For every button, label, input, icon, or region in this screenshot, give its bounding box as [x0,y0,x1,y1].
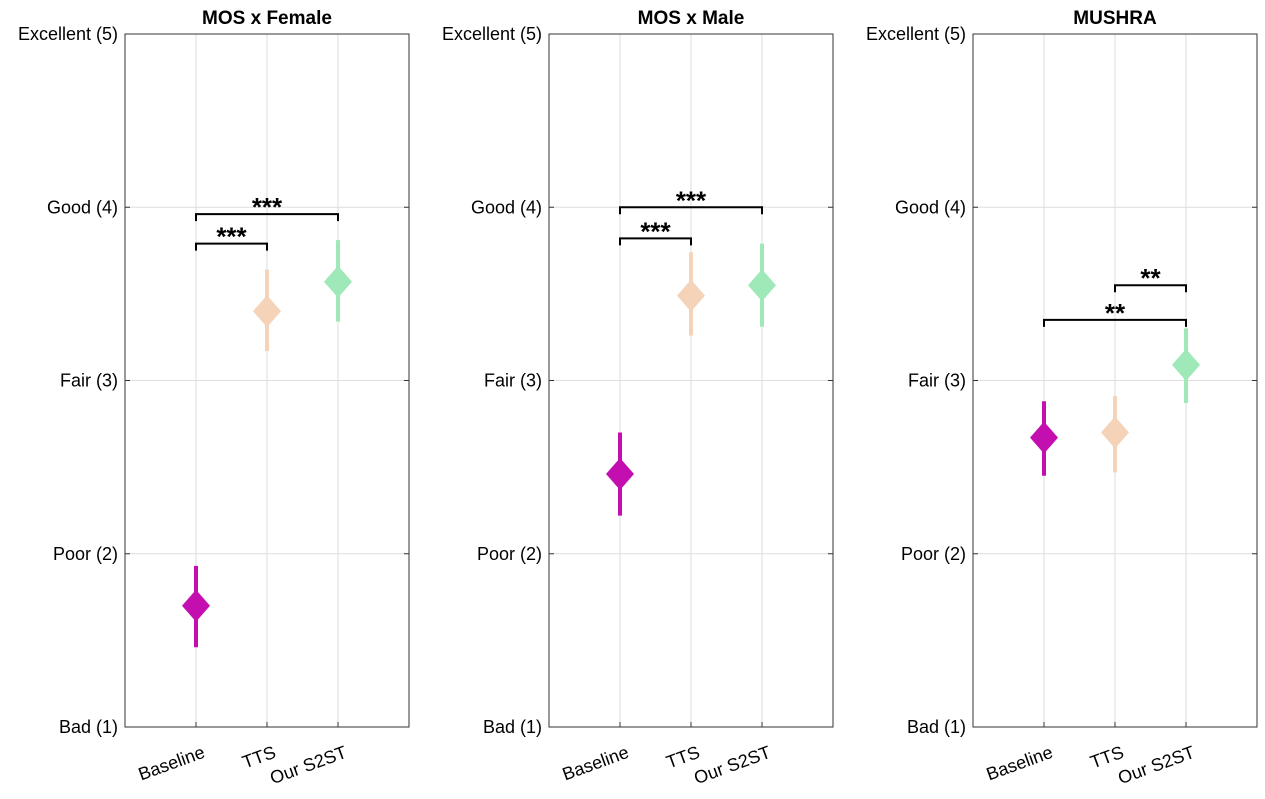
mean-marker [182,589,210,622]
mean-marker [1030,421,1058,454]
y-tick-label: Fair (3) [908,371,966,391]
y-tick-label: Good (4) [895,197,966,217]
y-tick-label: Poor (2) [901,544,966,564]
mean-marker [748,269,776,302]
y-tick-label: Fair (3) [60,371,118,391]
significance-bracket [1114,284,1187,293]
y-tick-label: Bad (1) [483,717,542,737]
mean-marker [253,295,281,328]
chart-panel-2: Bad (1) Poor (2) Fair (3) Good (4) Excellent… [442,8,834,788]
significance-label: *** [252,192,283,222]
mean-marker [1172,348,1200,381]
y-tick-label: Poor (2) [53,544,118,564]
significance-bracket [619,237,692,246]
x-tick-label: Baseline [984,742,1056,784]
mean-marker [677,279,705,312]
significance-label: ** [1140,263,1161,293]
significance-bracket [195,213,339,222]
x-tick-label: Baseline [136,742,208,784]
significance-bracket [619,206,763,215]
x-tick-label: Our S2ST [267,742,349,788]
x-tick-label: Baseline [560,742,632,784]
significance-bracket [195,242,268,251]
y-tick-label: Good (4) [471,197,542,217]
chart-title: MOS x Female [202,8,332,29]
y-tick-label: Bad (1) [59,717,118,737]
significance-label: ** [1105,298,1126,328]
y-tick-label: Poor (2) [477,544,542,564]
mean-marker [324,265,352,298]
chart-panel-3: Bad (1) Poor (2) Fair (3) Good (4) Excellent… [866,8,1258,788]
y-tick-label: Excellent (5) [866,24,966,44]
x-tick-label: Our S2ST [1115,742,1197,788]
y-tick-label: Excellent (5) [442,24,542,44]
y-tick-label: Good (4) [47,197,118,217]
significance-bracket [1043,318,1187,327]
y-tick-label: Excellent (5) [18,24,118,44]
y-tick-label: Bad (1) [907,717,966,737]
significance-label: *** [216,222,247,252]
significance-label: *** [676,185,707,215]
mean-marker [1101,416,1129,449]
y-tick-label: Fair (3) [484,371,542,391]
chart-title: MUSHRA [1073,8,1157,29]
significance-label: *** [640,216,671,246]
chart-panel-1: Bad (1) Poor (2) Fair (3) Good (4) Excellent… [18,8,410,788]
mean-marker [606,458,634,491]
x-tick-label: Our S2ST [691,742,773,788]
chart-title: MOS x Male [638,8,745,29]
